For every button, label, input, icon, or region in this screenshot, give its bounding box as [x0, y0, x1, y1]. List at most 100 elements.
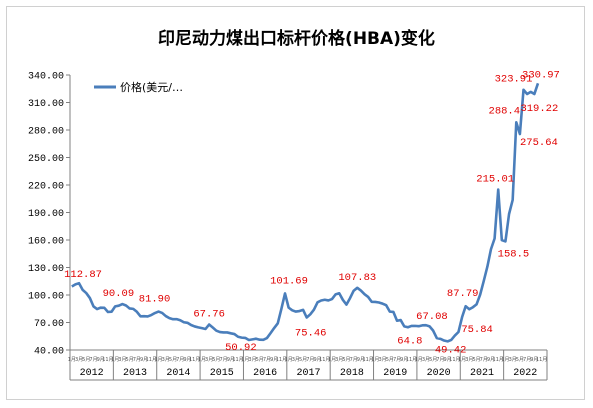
x-month-label: 7月: [133, 357, 141, 363]
y-tick-label: 70.00: [34, 319, 64, 330]
x-month-label: 11月: [536, 357, 547, 363]
data-label: 75.84: [461, 324, 493, 336]
data-label: 319.22: [520, 103, 558, 115]
y-tick-label: 310.00: [28, 99, 64, 110]
x-month-label: 3月: [205, 357, 213, 363]
data-label: 323.91: [495, 74, 533, 86]
data-label: 288.4: [489, 105, 521, 117]
y-tick-label: 220.00: [28, 182, 64, 193]
x-month-label: 5月: [342, 357, 350, 363]
x-month-label: 9月: [313, 357, 321, 363]
data-label: 87.79: [447, 288, 479, 300]
x-month-label: 7月: [393, 357, 401, 363]
data-label: 81.90: [139, 294, 171, 306]
x-month-label: 11月: [102, 357, 113, 363]
x-month-label: 1月: [501, 357, 509, 363]
x-month-label: 3月: [335, 357, 343, 363]
x-month-label: 9月: [183, 357, 191, 363]
x-month-label: 9月: [227, 357, 235, 363]
x-year-label: 2017: [296, 368, 320, 379]
x-month-label: 7月: [219, 357, 227, 363]
x-year-label: 2012: [80, 368, 104, 379]
x-month-label: 1月: [415, 357, 423, 363]
x-month-label: 11月: [232, 357, 243, 363]
x-month-label: 3月: [75, 357, 83, 363]
x-year-label: 2019: [383, 368, 407, 379]
data-label: 50.92: [225, 342, 257, 354]
series-line: [71, 82, 540, 343]
x-month-label: 3月: [422, 357, 430, 363]
y-tick-label: 160.00: [28, 237, 64, 248]
x-year-label: 2016: [253, 368, 277, 379]
data-label: 107.83: [338, 272, 376, 284]
data-label: 64.8: [397, 335, 422, 347]
x-month-label: 5月: [472, 357, 480, 363]
x-month-label: 7月: [176, 357, 184, 363]
y-tick-label: 40.00: [34, 347, 64, 358]
data-label: 67.76: [193, 309, 225, 321]
x-month-label: 1月: [371, 357, 379, 363]
x-month-label: 3月: [465, 357, 473, 363]
x-month-label: 1月: [285, 357, 293, 363]
chart-frame: [6, 6, 585, 400]
x-month-label: 9月: [530, 357, 538, 363]
y-tick-label: 100.00: [28, 292, 64, 303]
x-month-label: 5月: [516, 357, 524, 363]
x-month-label: 1月: [111, 357, 119, 363]
x-month-label: 7月: [89, 357, 97, 363]
x-month-label: 9月: [444, 357, 452, 363]
data-label: 330.97: [522, 69, 560, 81]
data-label: 101.69: [270, 275, 308, 287]
x-month-label: 1月: [241, 357, 249, 363]
data-label: 215.01: [476, 174, 514, 186]
data-label: 49.42: [435, 344, 467, 356]
x-month-label: 11月: [189, 357, 200, 363]
chart-title: 印尼动力煤出口标杆价格(HBA)变化: [158, 29, 435, 49]
x-month-label: 3月: [248, 357, 256, 363]
data-label: 158.5: [498, 248, 530, 260]
x-year-label: 2020: [427, 368, 451, 379]
x-month-label: 5月: [299, 357, 307, 363]
x-year-label: 2015: [210, 368, 234, 379]
x-month-label: 11月: [146, 357, 157, 363]
legend: 价格(美元/…: [94, 80, 183, 94]
x-month-label: 7月: [480, 357, 488, 363]
x-month-label: 5月: [386, 357, 394, 363]
x-year-label: 2014: [166, 368, 190, 379]
x-month-label: 11月: [276, 357, 287, 363]
x-month-label: 9月: [487, 357, 495, 363]
y-tick-label: 340.00: [28, 72, 64, 83]
x-month-label: 7月: [350, 357, 358, 363]
x-year-label: 2021: [470, 368, 494, 379]
data-label: 112.87: [64, 269, 102, 281]
x-month-label: 9月: [270, 357, 278, 363]
y-tick-label: 130.00: [28, 264, 64, 275]
x-month-label: 1月: [154, 357, 162, 363]
data-label: 90.09: [103, 288, 135, 300]
x-month-label: 5月: [212, 357, 220, 363]
legend-label: 价格(美元/…: [120, 80, 183, 94]
x-month-label: 7月: [523, 357, 531, 363]
x-month-label: 7月: [306, 357, 314, 363]
x-year-label: 2018: [340, 368, 364, 379]
price-line: [71, 82, 540, 343]
x-month-label: 7月: [263, 357, 271, 363]
data-label: 275.64: [520, 137, 558, 149]
x-month-label: 3月: [378, 357, 386, 363]
x-month-label: 1月: [198, 357, 206, 363]
x-month-label: 5月: [82, 357, 90, 363]
x-month-label: 9月: [140, 357, 148, 363]
data-label: 75.46: [295, 327, 327, 339]
x-month-label: 5月: [256, 357, 264, 363]
x-month-label: 11月: [449, 357, 460, 363]
x-year-label: 2013: [123, 368, 147, 379]
x-month-label: 1月: [328, 357, 336, 363]
x-month-label: 3月: [118, 357, 126, 363]
x-month-label: 11月: [493, 357, 504, 363]
x-month-label: 1月: [458, 357, 466, 363]
x-month-label: 3月: [162, 357, 170, 363]
x-month-label: 9月: [357, 357, 365, 363]
